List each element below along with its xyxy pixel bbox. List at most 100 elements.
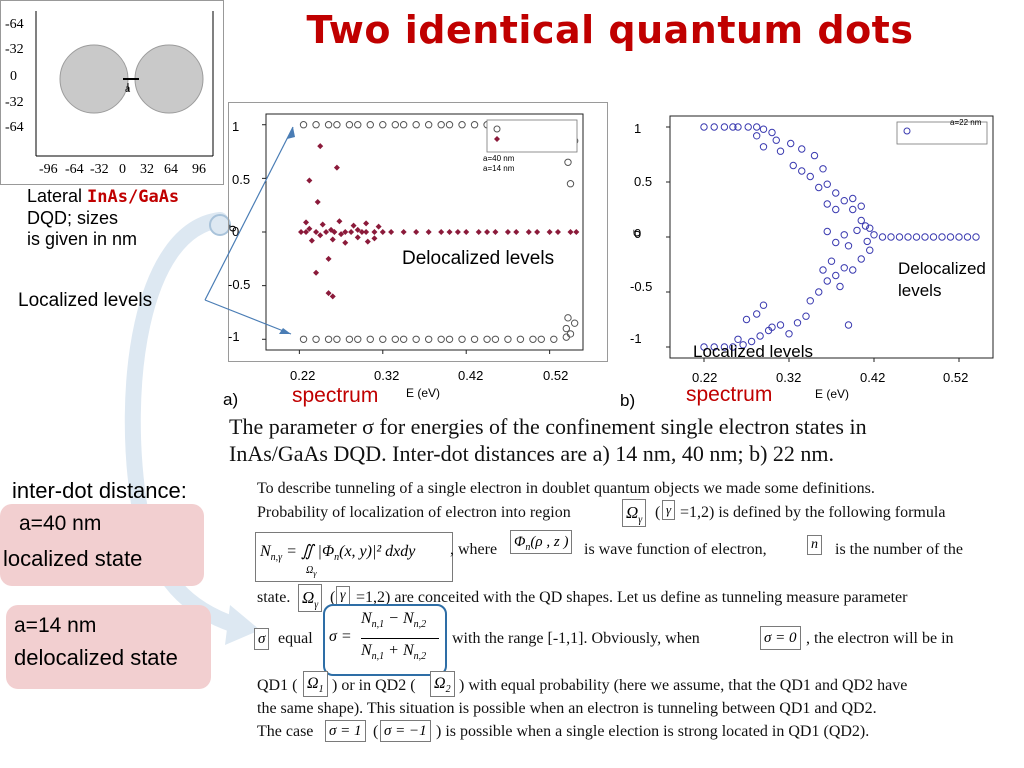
data-point [492, 229, 499, 235]
data-point [570, 319, 579, 327]
data-point [972, 233, 980, 241]
data-point [823, 180, 831, 188]
inset-x-tick: -32 [90, 162, 109, 177]
data-point [458, 335, 466, 343]
plot-b-panel-label: b) [620, 391, 636, 410]
plot-a-frame [228, 102, 608, 362]
data-point [338, 231, 345, 238]
plot-a-y-tick: -0.5 [228, 277, 251, 292]
data-point [348, 229, 355, 235]
data-point [844, 321, 853, 329]
data-point [303, 229, 310, 235]
data-point [734, 335, 742, 344]
qd-geometry-inset: a -64 -32 0 -32 -64 -96 -64 -32 0 32 64 … [0, 0, 224, 185]
data-point [929, 233, 938, 241]
data-point [836, 282, 844, 291]
paragraph-line8c: ) is possible when a single election is … [436, 723, 870, 740]
data-point [314, 198, 321, 205]
data-point [938, 233, 946, 241]
data-point [815, 288, 823, 296]
data-point [798, 145, 806, 153]
inset-x-tick: -64 [65, 162, 84, 177]
paragraph-line6a: QD1 ( [257, 677, 298, 694]
data-point [550, 335, 558, 343]
data-point [734, 123, 742, 131]
figure-caption-line1: The parameter σ for energies of the conf… [229, 414, 867, 439]
data-point [700, 343, 708, 351]
data-point [400, 229, 407, 235]
paragraph-line8b: ( [373, 723, 379, 740]
data-point [955, 233, 963, 241]
data-point [313, 269, 320, 276]
data-point [425, 229, 432, 235]
data-point [345, 121, 354, 129]
data-point [887, 233, 895, 241]
plot-a-xlabel: E (eV) [406, 386, 441, 400]
inset-y-tick: -32 [5, 95, 24, 110]
data-point [438, 229, 445, 235]
data-point [747, 337, 756, 346]
data-point [776, 321, 785, 329]
interdot-heading: inter-dot distance: [12, 478, 187, 503]
data-point [379, 335, 387, 343]
data-point [388, 229, 395, 235]
data-point [840, 231, 848, 239]
inset-x-tick: 96 [192, 162, 206, 177]
data-point [744, 123, 752, 131]
data-point [513, 229, 520, 235]
data-point [325, 255, 332, 262]
data-point [445, 121, 454, 129]
data-point [333, 121, 341, 129]
phi-box: Φn(ρ , z ) [510, 530, 573, 554]
data-point [857, 202, 865, 210]
y-axis-label: σ [629, 229, 643, 237]
plot-axes-box [669, 115, 994, 359]
plot-b-y-tick: -0.5 [630, 279, 653, 294]
slide-title: Two identical quantum dots [306, 8, 914, 52]
gap-label: a [125, 81, 131, 95]
data-point [412, 335, 420, 343]
data-point [946, 233, 955, 241]
data-point [475, 229, 482, 235]
data-point [866, 224, 874, 232]
data-point [336, 218, 343, 225]
data-point [325, 290, 332, 297]
data-point [772, 136, 780, 144]
plot-b-y-tick: -1 [630, 331, 642, 346]
data-point [759, 143, 768, 151]
data-point [317, 143, 324, 150]
plot-a-y-tick: 1 [232, 119, 240, 134]
data-point [470, 335, 479, 343]
data-point [299, 121, 308, 129]
data-point [424, 121, 433, 129]
plot-a-y-tick: 0 [232, 224, 240, 239]
data-point [458, 121, 466, 129]
data-point [342, 239, 349, 246]
data-point [317, 232, 324, 239]
data-point [366, 335, 374, 343]
data-point [399, 121, 408, 129]
plot-b-x-tick: 0.42 [860, 370, 886, 385]
data-point [729, 343, 737, 351]
n-box: n [807, 535, 822, 555]
data-point [753, 310, 761, 318]
delocalized-levels-annotation-a: Delocalized levels [402, 248, 555, 269]
data-point [354, 226, 361, 233]
data-point [567, 229, 574, 235]
data-point [412, 121, 420, 129]
data-point [912, 233, 921, 241]
data-point [345, 335, 354, 343]
data-point [810, 151, 819, 160]
paragraph-line8a: The case [257, 723, 314, 740]
data-point [379, 121, 387, 129]
paragraph-line6c: ) with equal probability (here we assume… [459, 677, 908, 694]
inset-caption-line1: Lateral InAs/GaAs [27, 186, 180, 207]
plot-b-y-tick: 0.5 [634, 174, 653, 189]
data-point [424, 335, 433, 343]
data-point [832, 271, 840, 280]
plot-a-panel-label: a) [223, 390, 239, 409]
data-point [832, 189, 840, 197]
data-point [832, 205, 840, 214]
paragraph-line6b: ) or in QD2 ( [332, 677, 416, 694]
sigma-zero-box: σ = 0 [760, 626, 801, 650]
